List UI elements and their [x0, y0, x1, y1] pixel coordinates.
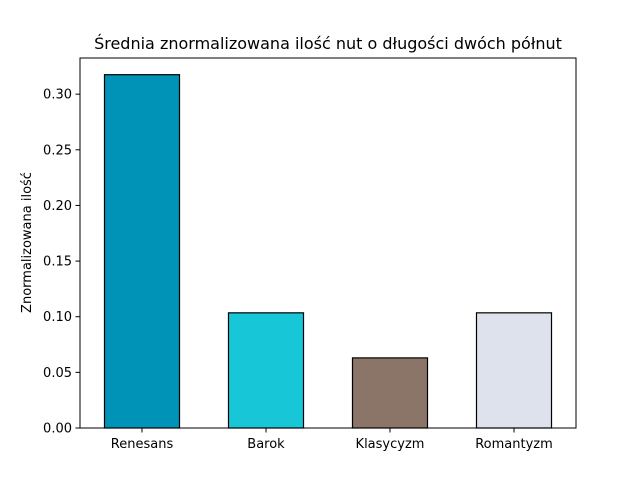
bar-barok: [227, 312, 305, 429]
y-tick-label: 0.30: [43, 88, 72, 103]
x-tick-label-romantyzm: Romantyzm: [475, 437, 553, 452]
bar-renesans: [103, 74, 181, 429]
plot-area: 0.00 0.05 0.10 0.15 0.20 0.25 0.30 Renesans Baro…: [43, 57, 577, 452]
x-tick-label-renesans: Renesans: [111, 437, 174, 452]
bar-romantyzm: [475, 312, 553, 429]
chart-title: Średnia znormalizowana ilość nut o długo…: [94, 34, 562, 53]
y-axis-label: Znormalizowana ilość: [20, 172, 35, 313]
y-tick-label: 0.15: [43, 255, 72, 270]
y-tick-label: 0.00: [43, 422, 72, 437]
y-tick-label: 0.10: [43, 310, 72, 325]
y-tick-label: 0.05: [43, 366, 72, 381]
plot-frame: [79, 57, 577, 429]
x-tick-label-barok: Barok: [247, 437, 285, 452]
y-tick-label: 0.25: [43, 143, 72, 158]
bar-klasycyzm: [351, 357, 429, 429]
y-tick-label: 0.20: [43, 199, 72, 214]
x-tick-label-klasycyzm: Klasycyzm: [356, 437, 425, 452]
